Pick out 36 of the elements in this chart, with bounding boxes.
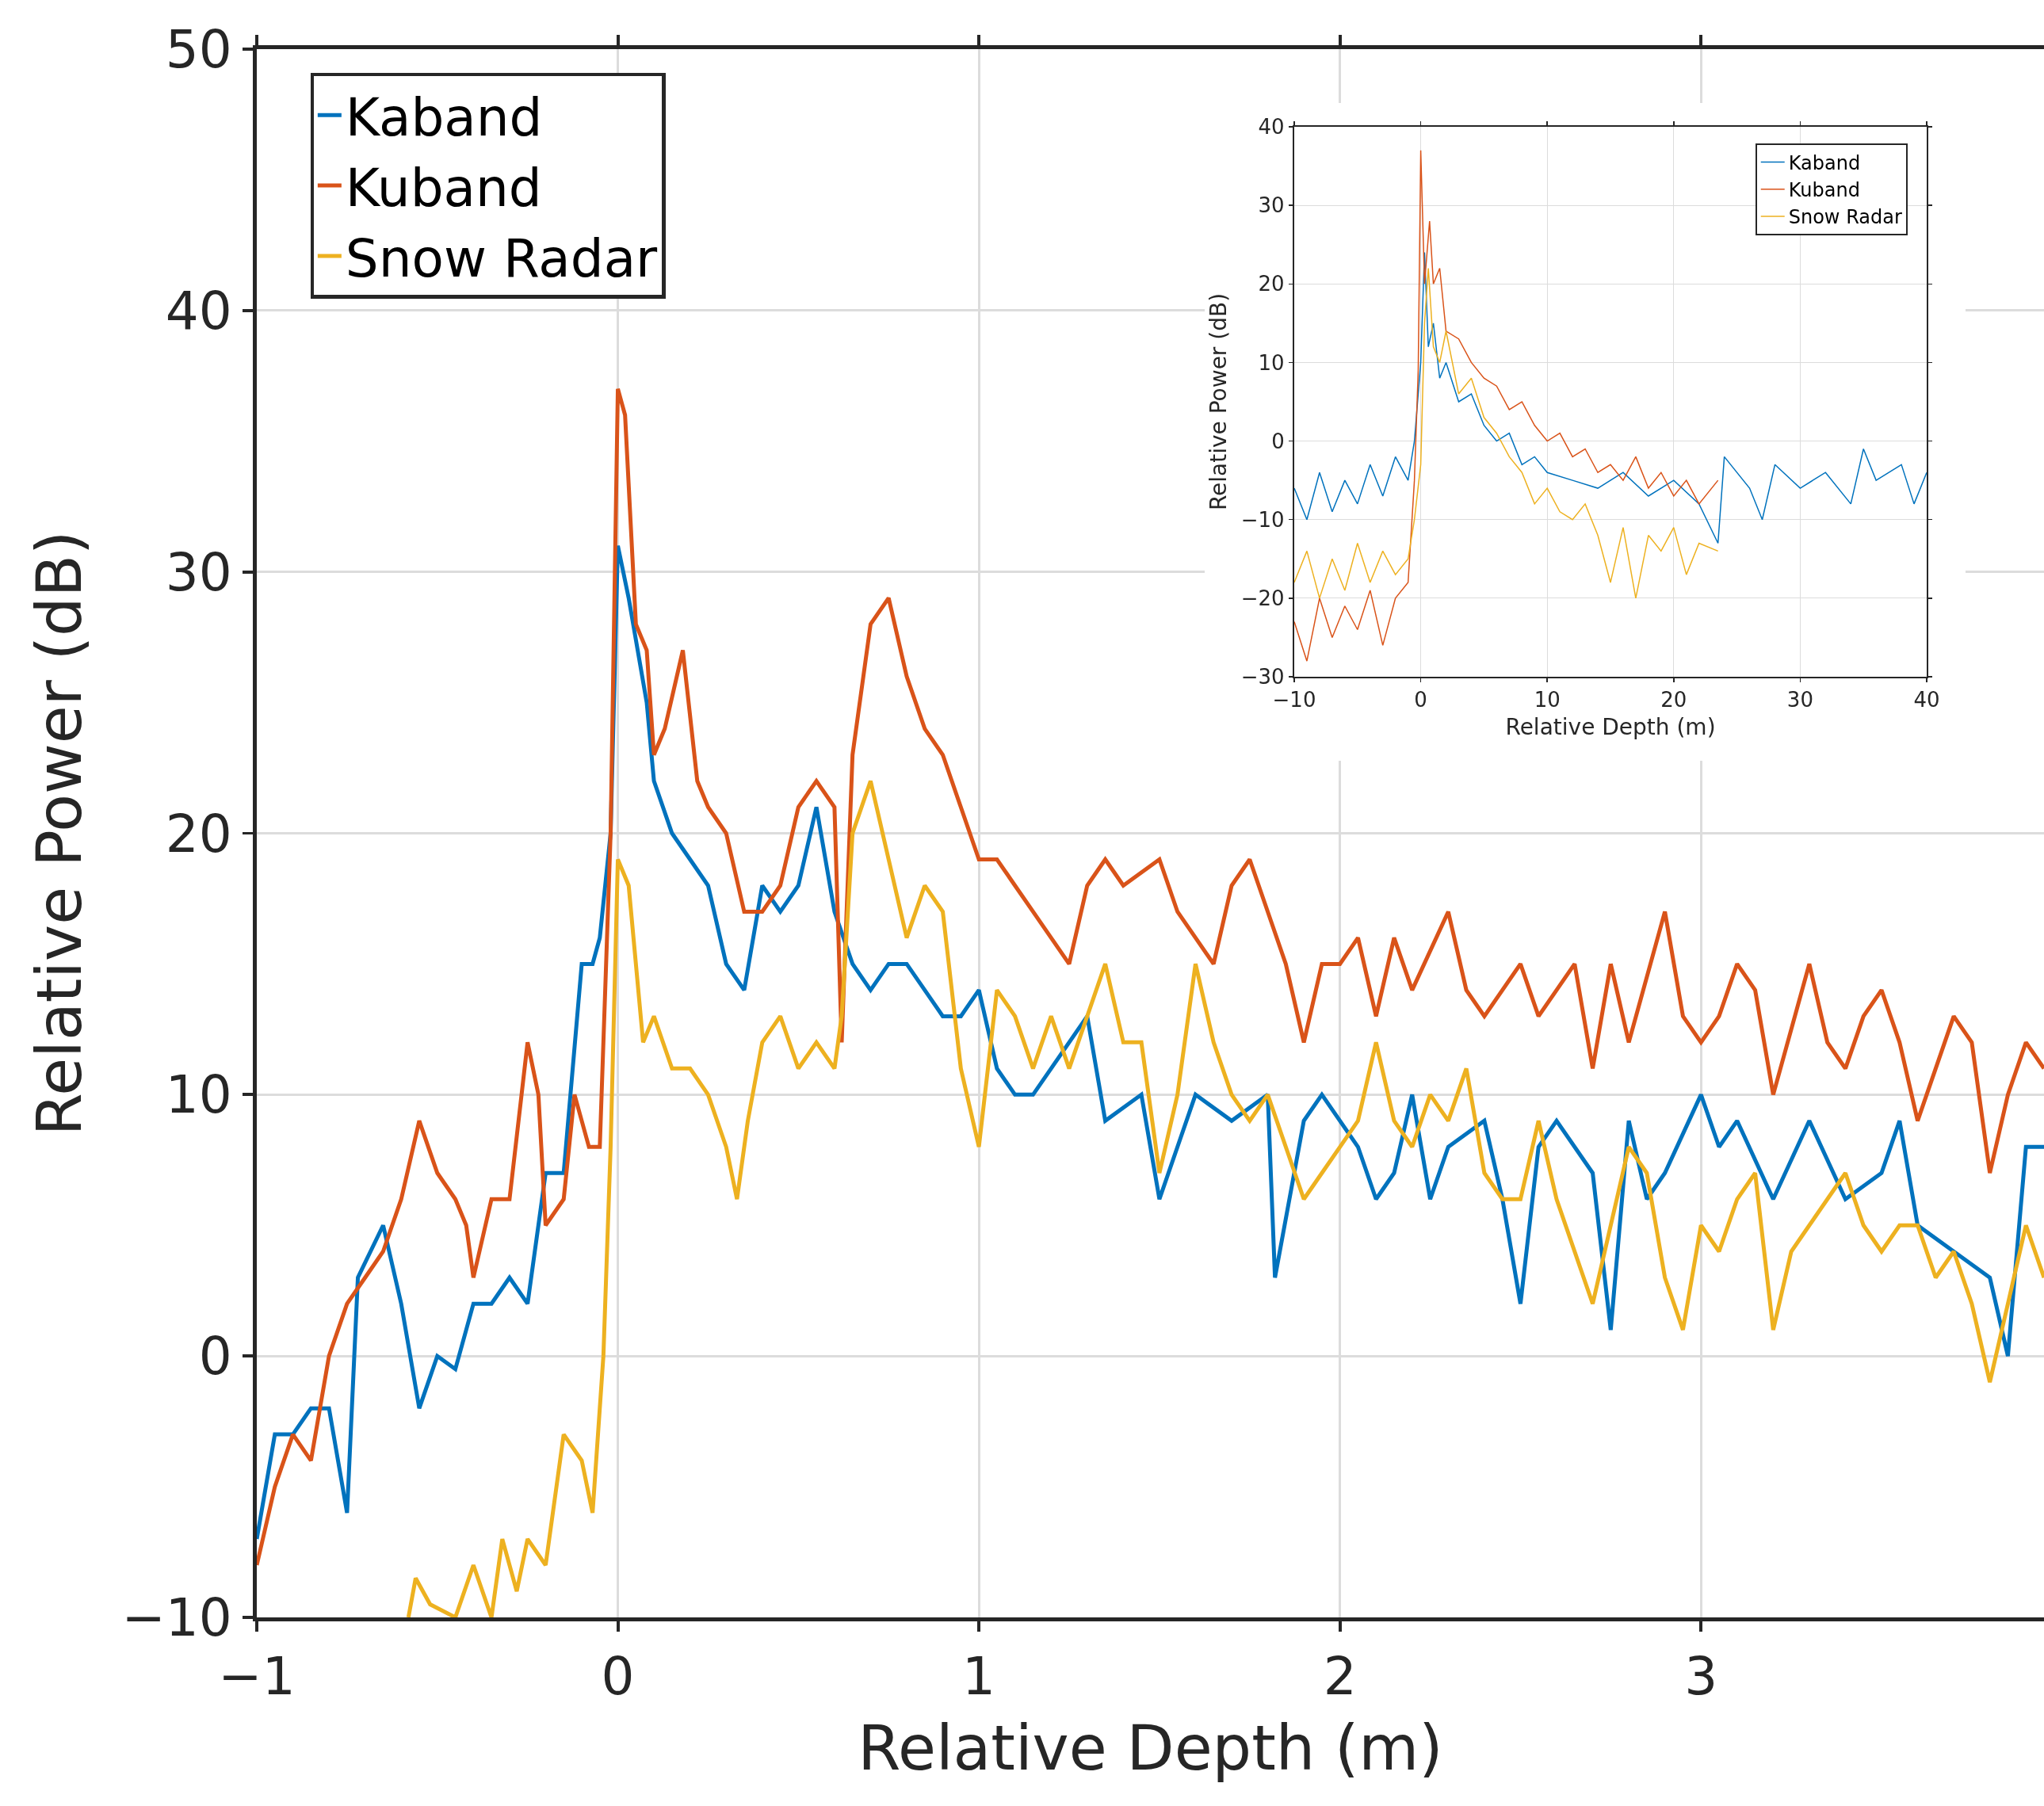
y-tick-label: −20 [1240, 586, 1285, 610]
y-tick-label: −10 [1240, 507, 1285, 532]
y-axis-title: Relative Power (dB) [24, 530, 96, 1136]
y-tick-label: 30 [1258, 193, 1285, 218]
legend-label: Kuband [345, 157, 542, 219]
y-tick-label: 40 [1258, 115, 1285, 139]
y-axis-title: Relative Power (dB) [1205, 292, 1232, 511]
x-axis-title: Relative Depth (m) [858, 1712, 1443, 1784]
x-tick-label: 0 [1414, 688, 1427, 712]
legend-label: Snow Radar [1788, 206, 1902, 229]
line-series [1294, 149, 1719, 662]
x-tick-label: 20 [1660, 688, 1687, 712]
legend-label: Kaband [1788, 151, 1861, 174]
y-tick-label: 40 [165, 280, 232, 342]
line-series [1294, 251, 1927, 544]
y-tick-label: 20 [165, 803, 232, 865]
x-tick-label: 0 [601, 1646, 635, 1708]
y-tick-label: 30 [165, 541, 232, 603]
y-tick-label: 0 [198, 1326, 232, 1388]
legend-label: Kaband [345, 87, 543, 149]
x-tick-label: 30 [1786, 688, 1813, 712]
x-axis-title: Relative Depth (m) [1505, 714, 1716, 741]
y-tick-label: 20 [1258, 272, 1285, 296]
x-tick-label: 2 [1323, 1646, 1357, 1708]
x-tick-label: 40 [1913, 688, 1940, 712]
y-tick-label: −30 [1240, 665, 1285, 689]
x-tick-label: 3 [1684, 1646, 1718, 1708]
y-tick-label: 0 [1271, 429, 1285, 453]
legend-label: Snow Radar [345, 227, 659, 289]
y-tick-label: 50 [165, 19, 232, 81]
x-tick-label: 1 [962, 1646, 996, 1708]
y-tick-label: 10 [1258, 350, 1285, 375]
y-tick-label: 10 [165, 1064, 232, 1126]
line-series [1294, 267, 1719, 599]
legend-label: Kuband [1788, 179, 1860, 202]
x-tick-label: 10 [1534, 688, 1561, 712]
